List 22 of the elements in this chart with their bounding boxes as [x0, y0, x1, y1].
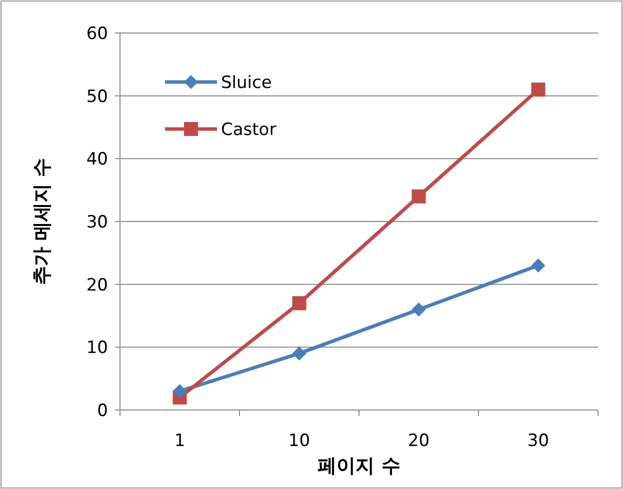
y-tick-label: 60	[86, 24, 108, 44]
y-tick-label: 50	[86, 86, 108, 107]
y-tick-label: 10	[86, 338, 108, 358]
y-tick-label: 20	[86, 275, 108, 296]
point	[412, 302, 426, 316]
x-tick-label: 1	[174, 431, 186, 451]
x-tick-label: 30	[527, 431, 550, 451]
x-tick-label: 10	[288, 431, 310, 451]
x-tick-label: 20	[408, 431, 430, 451]
y-tick-label: 30	[86, 212, 108, 232]
point	[292, 296, 306, 310]
point	[292, 346, 306, 360]
y-axis-title: 추가 메세지 수	[31, 158, 53, 286]
point	[531, 82, 546, 97]
point	[412, 189, 426, 204]
legend-label: Sluice	[221, 72, 272, 93]
x-axis-title: 페이지 수	[318, 455, 400, 477]
y-tick-label: 40	[86, 150, 108, 170]
legend-label: Castor	[221, 120, 276, 140]
point	[531, 258, 546, 272]
y-tick-label: 0	[97, 400, 108, 421]
point	[172, 384, 187, 398]
